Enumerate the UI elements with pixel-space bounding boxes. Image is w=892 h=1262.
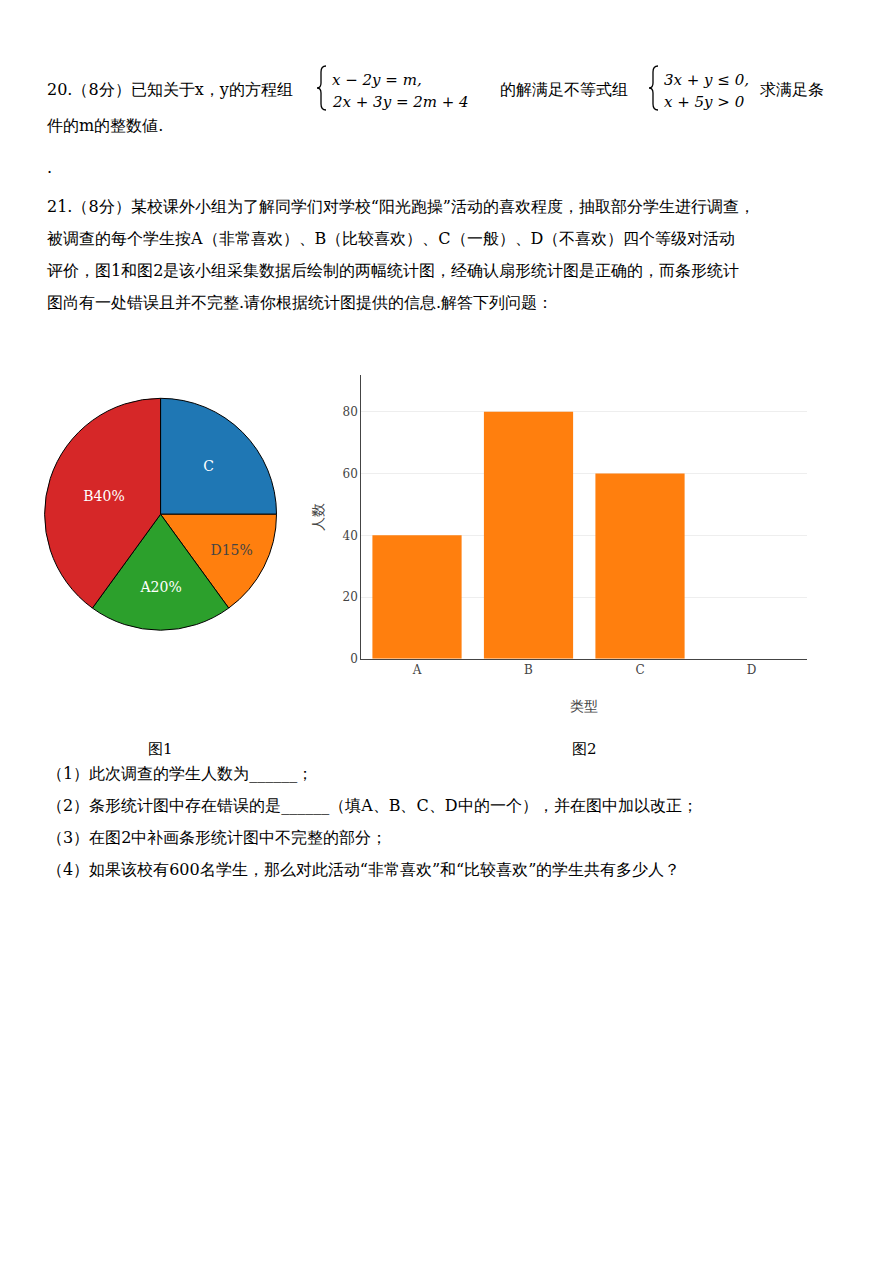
svg-text:x + 5y > 0: x + 5y > 0 [664,93,745,111]
svg-text:B: B [524,663,533,677]
svg-text:C: C [203,458,214,474]
svg-text:D15%: D15% [210,542,252,558]
svg-text:（4）如果该校有600名学生，那么对此活动“非常喜欢”和“比: （4）如果该校有600名学生，那么对此活动“非常喜欢”和“比较喜欢”的学生共有多… [47,860,680,879]
svg-text:40: 40 [343,529,358,543]
svg-text:人数: 人数 [310,503,326,531]
svg-text:x − 2y = m,: x − 2y = m, [332,71,422,89]
svg-text:类型: 类型 [570,698,598,714]
svg-text:（3）在图2中补画条形统计图中不完整的部分；: （3）在图2中补画条形统计图中不完整的部分； [47,828,387,847]
svg-text:21.（8分）某校课外小组为了解同学们对学校“阳光跑操”活动: 21.（8分）某校课外小组为了解同学们对学校“阳光跑操”活动的喜欢程度，抽取部分… [47,197,755,216]
svg-text:20: 20 [343,590,358,604]
svg-text:（2）条形统计图中存在错误的是______（填A、B、C、D: （2）条形统计图中存在错误的是______（填A、B、C、D中的一个），并在图中… [47,796,698,815]
svg-text:（1）此次调查的学生人数为______；: （1）此次调查的学生人数为______； [47,764,313,783]
svg-text:图尚有一处错误且并不完整.请你根据统计图提供的信息.解答下列: 图尚有一处错误且并不完整.请你根据统计图提供的信息.解答下列问题： [47,293,553,312]
svg-text:求满足条: 求满足条 [760,80,824,99]
svg-text:被调查的每个学生按A（非常喜欢）、B（比较喜欢）、C（一般）: 被调查的每个学生按A（非常喜欢）、B（比较喜欢）、C（一般）、D（不喜欢）四个等… [47,229,735,248]
svg-text:60: 60 [343,467,358,481]
svg-text:图2: 图2 [572,740,597,758]
svg-text:C: C [635,663,644,677]
svg-text:80: 80 [343,405,358,419]
svg-text:.: . [47,158,52,177]
svg-text:评价，图1和图2是该小组采集数据后绘制的两幅统计图，经确认扇: 评价，图1和图2是该小组采集数据后绘制的两幅统计图，经确认扇形统计图是正确的，而… [47,261,739,280]
svg-text:B40%: B40% [83,488,124,504]
svg-text:A20%: A20% [139,579,181,595]
svg-text:0: 0 [350,652,358,666]
svg-text:件的m的整数値.: 件的m的整数値. [47,116,163,135]
svg-text:的解满足不等式组: 的解满足不等式组 [500,80,628,99]
svg-text:D: D [747,663,757,677]
svg-text:A: A [412,663,422,677]
svg-text:3x + y ≤ 0,: 3x + y ≤ 0, [664,71,749,89]
svg-text:20.（8分）已知关于x，y的方程组: 20.（8分）已知关于x，y的方程组 [47,80,293,99]
svg-text:图1: 图1 [148,740,173,758]
svg-text:2x + 3y = 2m + 4: 2x + 3y = 2m + 4 [332,93,469,111]
